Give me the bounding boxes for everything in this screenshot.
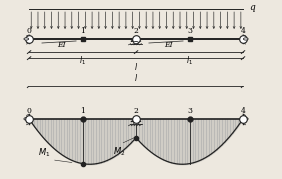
Circle shape [243, 118, 248, 120]
Text: 3: 3 [187, 27, 192, 35]
Circle shape [243, 38, 248, 40]
Text: 1: 1 [80, 107, 85, 115]
Text: $l$: $l$ [134, 72, 138, 83]
Text: q: q [249, 3, 255, 12]
Text: EI: EI [164, 41, 173, 49]
Text: 0: 0 [27, 27, 32, 35]
Circle shape [24, 118, 29, 120]
Text: $l_1$: $l_1$ [79, 55, 86, 67]
Circle shape [24, 38, 29, 40]
Text: EI: EI [57, 41, 65, 49]
Text: $l_1$: $l_1$ [186, 55, 193, 67]
Text: $l$: $l$ [134, 61, 138, 72]
Text: $M_1$: $M_1$ [38, 146, 50, 159]
Text: 2: 2 [134, 27, 138, 35]
Text: 2: 2 [134, 107, 138, 115]
Circle shape [134, 122, 138, 124]
Text: $M_2$: $M_2$ [113, 145, 125, 158]
Text: 0: 0 [27, 107, 32, 115]
Circle shape [134, 42, 138, 44]
Text: 4: 4 [241, 27, 245, 35]
Text: 4: 4 [241, 107, 245, 115]
Text: 1: 1 [80, 27, 85, 35]
Text: 3: 3 [187, 107, 192, 115]
